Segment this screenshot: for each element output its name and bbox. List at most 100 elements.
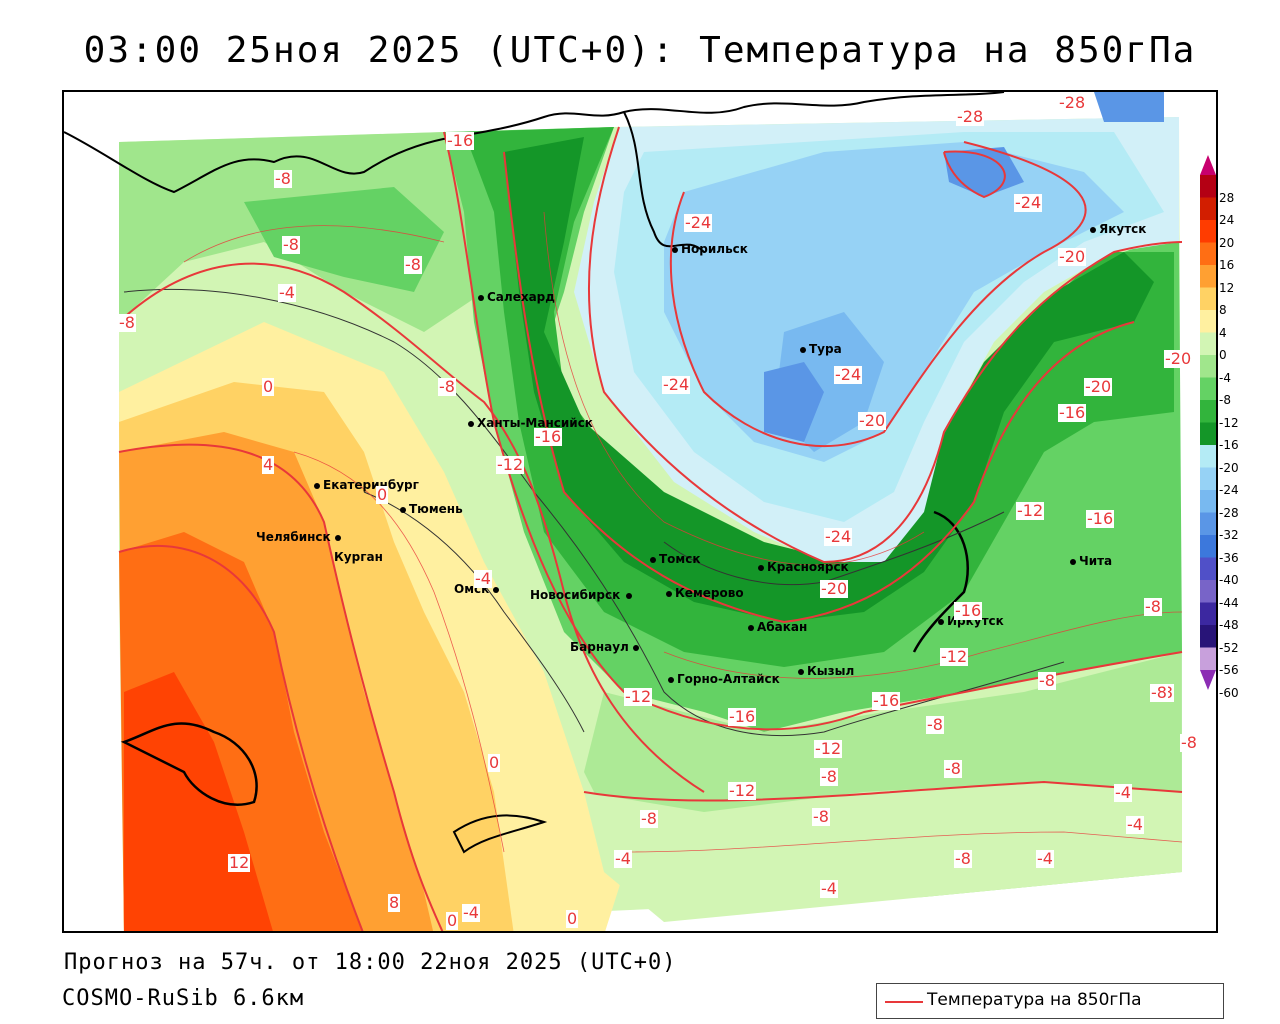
- colorbar-tick-label: -48: [1219, 618, 1239, 632]
- colorbar-segment: [1200, 400, 1216, 423]
- isotherm-label: -20: [1058, 247, 1087, 266]
- isotherm-label: -8: [282, 235, 300, 254]
- colorbar-top-arrow: [1200, 155, 1216, 175]
- isotherm-label: 0: [262, 377, 275, 396]
- colorbar-segment: [1200, 467, 1216, 491]
- isotherm-label: -20: [858, 411, 887, 430]
- isotherm-label: -8: [820, 767, 838, 786]
- temperature-colorbar: [1200, 155, 1216, 690]
- colorbar-segment: [1200, 490, 1216, 513]
- colorbar-segment: [1200, 175, 1216, 198]
- colorbar-tick-label: 28: [1219, 190, 1235, 205]
- city-kurgan: Курган: [334, 550, 383, 564]
- city-gorno-altaysk: Горно-Алтайск: [668, 672, 780, 686]
- model-name: COSMO-RuSib 6.6км: [62, 986, 305, 1011]
- city-marker-icon: [938, 618, 944, 625]
- forecast-info: Прогноз на 57ч. от 18:00 22ноя 2025 (UTC…: [64, 950, 677, 975]
- colorbar-tick-label: -20: [1219, 460, 1239, 475]
- city-khanty-mansiysk: Ханты-Мансийск: [468, 416, 593, 430]
- colorbar-tick-label: -12: [1219, 415, 1239, 430]
- colorbar-tick-label: -16: [1219, 438, 1239, 452]
- isotherm-label: -4: [614, 849, 632, 868]
- isotherm-label: -16: [446, 131, 475, 150]
- city-tyumen: Тюмень: [400, 502, 463, 516]
- colorbar-tick-label: 0: [1219, 348, 1227, 362]
- isotherm-label: -28: [1058, 93, 1087, 112]
- city-norilsk: Норильск: [672, 242, 748, 256]
- isotherm-label: 0: [488, 753, 501, 772]
- legend-label: Температура на 850гПа: [927, 990, 1142, 1010]
- isotherm-label: -12: [624, 687, 653, 706]
- city-kemerovo: Кемерово: [666, 586, 744, 600]
- isotherm-label: -8: [1144, 597, 1162, 616]
- city-marker-icon: [1070, 558, 1076, 565]
- city-marker-icon: [400, 506, 406, 513]
- isotherm-label: -12: [814, 739, 843, 758]
- map-title: 03:00 25ноя 2025 (UTC+0): Температура на…: [83, 30, 1197, 71]
- isotherm-label: 4: [262, 455, 275, 474]
- colorbar-segment: [1200, 625, 1216, 648]
- city-salekhard: Салехард: [478, 290, 555, 304]
- colorbar-segment: [1200, 332, 1216, 356]
- isotherm-label: -20: [1164, 349, 1193, 368]
- city-ekaterinburg: Екатеринбург: [314, 478, 419, 492]
- city-marker-icon: [626, 592, 633, 599]
- colorbar-tick-label: -24: [1219, 483, 1239, 497]
- isotherm-label: -16: [728, 707, 757, 726]
- colorbar-tick-label: -56: [1219, 663, 1239, 677]
- isotherm-label: -24: [1014, 193, 1043, 212]
- isotherm-label: -16: [1058, 403, 1087, 422]
- isotherm-label: -28: [956, 107, 985, 126]
- temperature-map: Норильск Якутск Салехард Тура Ханты-Манс…: [62, 90, 1218, 933]
- city-marker-icon: [334, 534, 341, 541]
- isotherm-label: 0: [446, 911, 459, 930]
- colorbar-segment: [1200, 557, 1216, 581]
- colorbar-segment: [1200, 265, 1216, 288]
- isotherm-label: -4: [462, 903, 480, 922]
- isotherm-label: -8: [954, 849, 972, 868]
- isotherm-label: -8: [118, 313, 136, 332]
- isotherm-label: 0: [566, 909, 579, 928]
- isotherm-label: -12: [728, 781, 757, 800]
- city-marker-icon: [758, 564, 764, 571]
- city-marker-icon: [798, 668, 804, 675]
- colorbar-segment: [1200, 377, 1216, 401]
- city-marker-icon: [493, 586, 500, 593]
- city-novosibirsk: Новосибирск: [530, 588, 635, 602]
- isotherm-label: -8: [1180, 733, 1198, 752]
- colorbar-segment: [1200, 310, 1216, 333]
- isotherm-label: -16: [872, 691, 901, 710]
- isotherm-label: -16: [954, 601, 983, 620]
- isotherm-label: -24: [684, 213, 713, 232]
- colorbar-tick-label: 4: [1219, 325, 1227, 340]
- isotherm-label: -20: [1084, 377, 1113, 396]
- colorbar-tick-label: 8: [1219, 303, 1227, 317]
- colorbar-segment: [1200, 197, 1216, 221]
- colorbar-segment: [1200, 242, 1216, 266]
- isotherm-label: -8: [640, 809, 658, 828]
- isotherm-label: -12: [1016, 501, 1045, 520]
- isotherm-label: 8: [388, 893, 401, 912]
- colorbar-tick-label: 16: [1219, 258, 1235, 272]
- colorbar-tick-label: -60: [1219, 685, 1239, 700]
- city-marker-icon: [672, 246, 678, 253]
- colorbar-tick-label: -8: [1219, 393, 1231, 407]
- isotherm-label: -8: [944, 759, 962, 778]
- colorbar-segment: [1200, 287, 1216, 311]
- colorbar-bottom-arrow: [1200, 670, 1216, 690]
- isotherm-label: -16: [534, 427, 563, 446]
- isotherm-label: -20: [820, 579, 849, 598]
- city-barnaul: Барнаул: [570, 640, 642, 654]
- city-tomsk: Томск: [650, 552, 701, 566]
- temperature-field: [64, 92, 1216, 931]
- isotherm-label: 12: [228, 853, 251, 872]
- city-tura: Тура: [800, 342, 842, 356]
- isotherm-label: -4: [1126, 815, 1144, 834]
- isotherm-label: -24: [834, 365, 863, 384]
- city-abakan: Абакан: [748, 620, 807, 634]
- isotherm-label: -8: [812, 807, 830, 826]
- isotherm-label: -12: [940, 647, 969, 666]
- city-marker-icon: [314, 482, 320, 489]
- colorbar-segment: [1200, 422, 1216, 446]
- isotherm-label: -4: [278, 283, 296, 302]
